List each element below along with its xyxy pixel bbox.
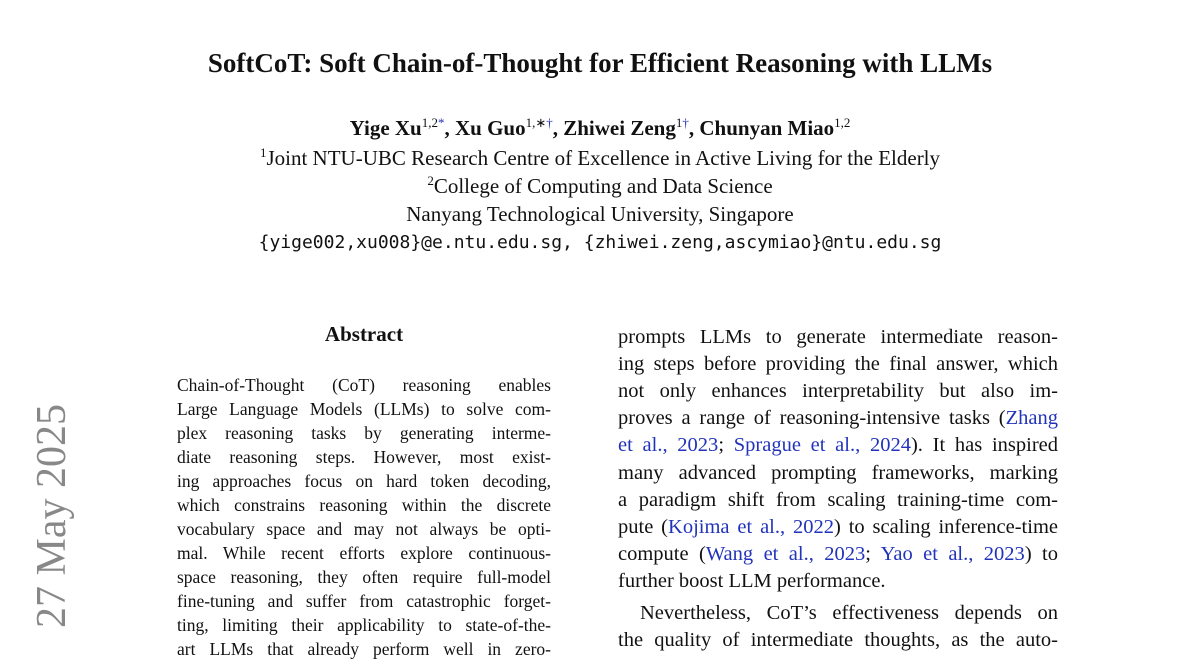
citation-link[interactable]: Sprague et al., 2024 xyxy=(733,434,911,457)
author-list: Yige Xu1,2*, Xu Guo1,∗†, Zhiwei Zeng1†, … xyxy=(0,116,1200,141)
citation-link[interactable]: Zhang xyxy=(1005,407,1058,430)
author-note-mark[interactable]: * xyxy=(437,115,445,130)
body-line: ing steps before providing the final ans… xyxy=(618,351,1058,378)
text-run: ) to xyxy=(1024,542,1059,565)
text-run: Nevertheless, CoT’s effectiveness depend… xyxy=(640,602,1058,624)
text-run: ; xyxy=(865,542,881,565)
citation-link[interactable]: Wang et al., 2023 xyxy=(705,542,866,565)
body-line: pute (Kojima et al., 2022) to scaling in… xyxy=(618,514,1058,541)
affiliation-number: 1 xyxy=(259,145,267,160)
text-run: prompts LLMs to generate intermediate re… xyxy=(618,326,1058,348)
abstract-line: ting, limiting their applicability to st… xyxy=(177,615,551,635)
author-affiliation-mark: 1,2 xyxy=(421,115,438,130)
author-affiliation-mark: 1,2 xyxy=(834,115,851,130)
text-run: compute ( xyxy=(618,542,706,565)
author-affiliation-mark: 1,∗ xyxy=(525,115,547,130)
abstract-line: art LLMs that already perform well in ze… xyxy=(177,639,551,659)
abstract-line: Chain-of-Thought (CoT) reasoning enables xyxy=(177,375,551,395)
author: Chunyan Miao1,2 xyxy=(699,116,850,140)
affiliation-number: 2 xyxy=(427,173,434,188)
abstract-line: mal. While recent efforts explore contin… xyxy=(177,543,551,563)
citation-link[interactable]: Yao et al., 2023 xyxy=(880,542,1025,565)
abstract-line: Large Language Models (LLMs) to solve co… xyxy=(177,399,551,419)
affiliation-text: College of Computing and Data Science xyxy=(433,174,773,198)
body-line: Nevertheless, CoT’s effectiveness depend… xyxy=(618,600,1058,627)
author-note-mark[interactable]: † xyxy=(546,115,553,130)
author: Xu Guo1,∗†, xyxy=(454,115,564,140)
citation-link[interactable]: et al., 2023 xyxy=(618,434,719,457)
author: Yige Xu1,2*, xyxy=(349,115,455,140)
abstract-line: which constrains reasoning within the di… xyxy=(177,495,551,515)
author-name: Zhiwei Zeng xyxy=(563,116,676,140)
text-run: ). It has inspired xyxy=(910,434,1059,457)
abstract-line: plex reasoning tasks by generating inter… xyxy=(177,423,551,443)
abstract-line: vocabulary space and may not always be o… xyxy=(177,519,551,539)
text-run: further boost LLM performance. xyxy=(618,569,886,592)
text-run: many advanced prompting frameworks, mark… xyxy=(618,461,1058,484)
author: Zhiwei Zeng1†, xyxy=(563,115,700,140)
author-name: Yige Xu xyxy=(349,116,422,140)
abstract-line: space reasoning, they often require full… xyxy=(177,567,551,587)
text-run: not only enhances interpretability but a… xyxy=(618,380,1058,403)
paper-title: SoftCoT: Soft Chain-of-Thought for Effic… xyxy=(207,48,993,78)
text-run: pute ( xyxy=(618,515,669,538)
body-line: a paradigm shift from scaling training-t… xyxy=(618,487,1058,514)
arxiv-date-stamp: 27 May 2025 xyxy=(29,404,75,628)
affiliation-line: 1Joint NTU-UBC Research Centre of Excell… xyxy=(0,146,1200,171)
affiliation-text: Nanyang Technological University, Singap… xyxy=(406,202,794,226)
body-line: compute (Wang et al., 2023; Yao et al., … xyxy=(618,541,1058,568)
body-line: many advanced prompting frameworks, mark… xyxy=(618,460,1058,487)
author-emails: {yige002,xu008}@e.ntu.edu.sg, {zhiwei.ze… xyxy=(258,232,942,253)
body-line: the quality of intermediate thoughts, as… xyxy=(618,627,1058,654)
body-line: further boost LLM performance. xyxy=(618,568,1058,595)
text-run: the quality of intermediate thoughts, as… xyxy=(618,629,1058,651)
body-line: prompts LLMs to generate intermediate re… xyxy=(618,324,1058,351)
abstract-line: fine-tuning and suffer from catastrophic… xyxy=(177,591,551,611)
author-note-mark[interactable]: † xyxy=(682,115,689,130)
body-line: et al., 2023; Sprague et al., 2024). It … xyxy=(618,432,1058,459)
text-run: proves a range of reasoning-intensive ta… xyxy=(618,407,1006,430)
affiliation-line: Nanyang Technological University, Singap… xyxy=(0,202,1200,227)
body-line: proves a range of reasoning-intensive ta… xyxy=(618,405,1058,432)
abstract-line: ing approaches focus on hard token decod… xyxy=(177,471,551,491)
text-run: a paradigm shift from scaling training-t… xyxy=(618,488,1058,511)
text-run: ing steps before providing the final ans… xyxy=(618,353,1058,376)
affiliation-line: 2College of Computing and Data Science xyxy=(0,174,1200,199)
abstract-heading: Abstract xyxy=(324,322,404,346)
abstract-line: diate reasoning steps. However, most exi… xyxy=(177,447,551,467)
citation-link[interactable]: Kojima et al., 2022 xyxy=(668,515,834,538)
author-name: Xu Guo xyxy=(454,116,526,140)
author-affiliation-mark: 1 xyxy=(675,115,683,130)
affiliation-text: Joint NTU-UBC Research Centre of Excelle… xyxy=(266,146,941,170)
author-name: Chunyan Miao xyxy=(699,116,835,140)
text-run: ) to scaling inference-time xyxy=(834,515,1058,538)
body-line: not only enhances interpretability but a… xyxy=(618,378,1058,405)
text-run: ; xyxy=(718,434,734,457)
